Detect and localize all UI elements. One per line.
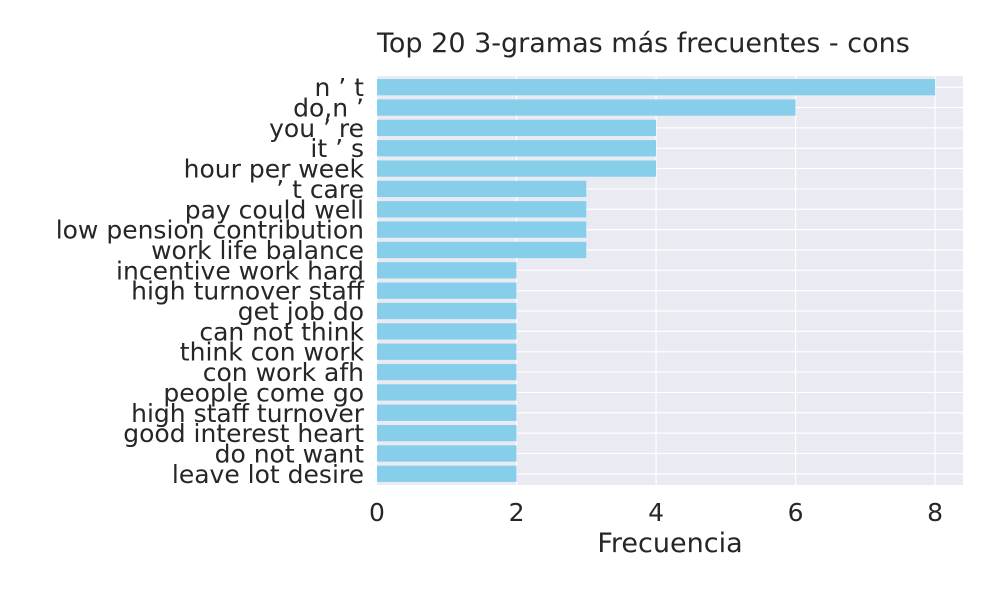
bar [377,262,517,279]
y-tick-label: high staff turnover [131,399,365,428]
x-tick-label: 2 [509,498,525,527]
y-tick-label: think con work [180,338,365,367]
y-tick-label: pay could well [185,195,364,224]
y-tick-label: leave lot desire [172,460,364,489]
y-tick-label: work life balance [151,236,364,265]
y-tick-label: incentive work hard [116,256,364,285]
bar [377,79,936,96]
x-tick-label: 4 [648,498,664,527]
y-tick-label: do,n ’ [293,94,364,123]
y-tick-label: con work afh [203,358,364,387]
bar [377,343,517,360]
bar [377,424,517,442]
x-tick-label: 6 [788,498,804,527]
bar [377,140,657,157]
y-tick-label: it ’ s [310,134,364,163]
y-tick-label: hour per week [184,155,365,184]
x-axis-label: Frecuencia [597,528,743,559]
y-tick-label: people come go [163,378,364,407]
bar [377,302,517,320]
bar [377,465,517,482]
y-tick-label: get job do [238,297,364,326]
y-tick-label: low pension contribution [56,216,364,245]
y-tick-label: ’ t care [276,175,364,204]
y-tick-label: good interest heart [123,419,364,448]
bar [377,221,587,238]
y-tick-label: high turnover staff [131,277,365,306]
plot-area [377,76,963,485]
bar [377,180,587,198]
y-tick-label: can not think [199,317,364,346]
y-tick-label: n ’ t [315,73,365,102]
bar [377,323,517,340]
bar [377,384,517,401]
bar [377,445,517,462]
bar [377,201,587,218]
y-tick-label: do not want [215,439,365,468]
bar [377,282,517,299]
bar [377,160,657,177]
y-tick-label: you ’ re [269,114,364,143]
bar [377,363,517,381]
x-tick-label: 0 [369,498,385,527]
bar [377,119,657,137]
bar [377,404,517,421]
x-tick-label: 8 [927,498,943,527]
bar [377,241,587,259]
bar [377,99,796,116]
chart-title: Top 20 3-gramas más frecuentes - cons [377,28,910,59]
